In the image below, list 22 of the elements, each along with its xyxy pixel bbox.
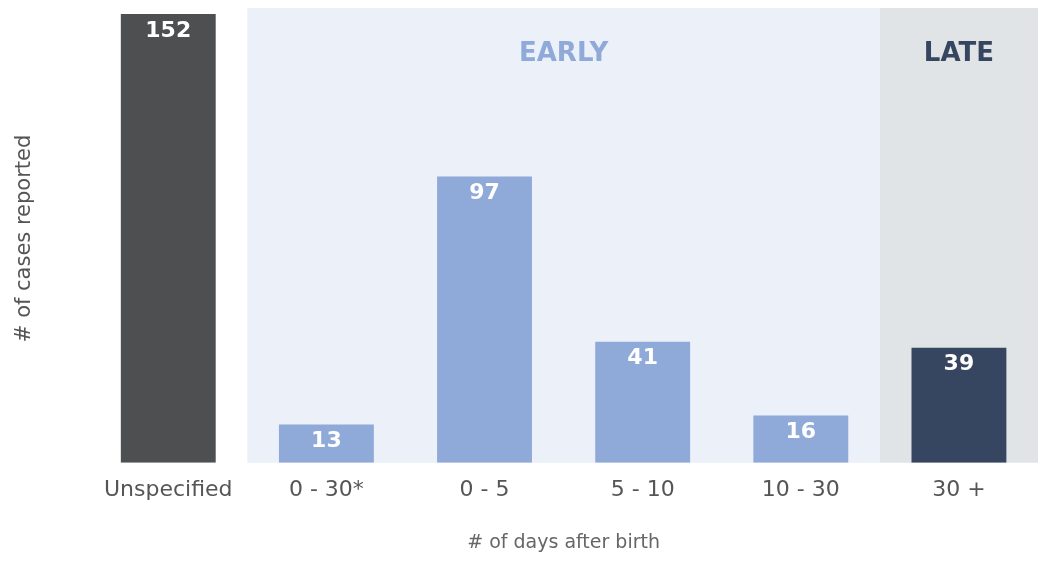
band-label: LATE (923, 36, 995, 67)
data-label: 97 (469, 179, 500, 205)
data-label: 39 (943, 350, 975, 376)
bar (595, 341, 691, 463)
bar (278, 424, 374, 463)
y-axis-title: # of cases reported (11, 134, 36, 343)
x-tick-label: 10 - 30 (761, 475, 840, 501)
bar (753, 415, 849, 463)
band-label: EARLY (518, 36, 610, 67)
bar (437, 176, 532, 463)
x-tick-label: 0 - 5 (459, 475, 510, 501)
x-tick-label: 30 + (932, 475, 986, 501)
data-label: 152 (145, 16, 192, 42)
data-label: 13 (311, 427, 342, 453)
data-label: 16 (785, 418, 817, 444)
x-tick-label: 5 - 10 (610, 475, 675, 501)
data-label: 41 (627, 344, 658, 370)
x-tick-label: Unspecified (103, 475, 233, 501)
x-axis-title: # of days after birth (467, 529, 661, 552)
bar (911, 347, 1007, 463)
bar (120, 14, 216, 463)
x-tick-label: 0 - 30* (288, 475, 364, 501)
